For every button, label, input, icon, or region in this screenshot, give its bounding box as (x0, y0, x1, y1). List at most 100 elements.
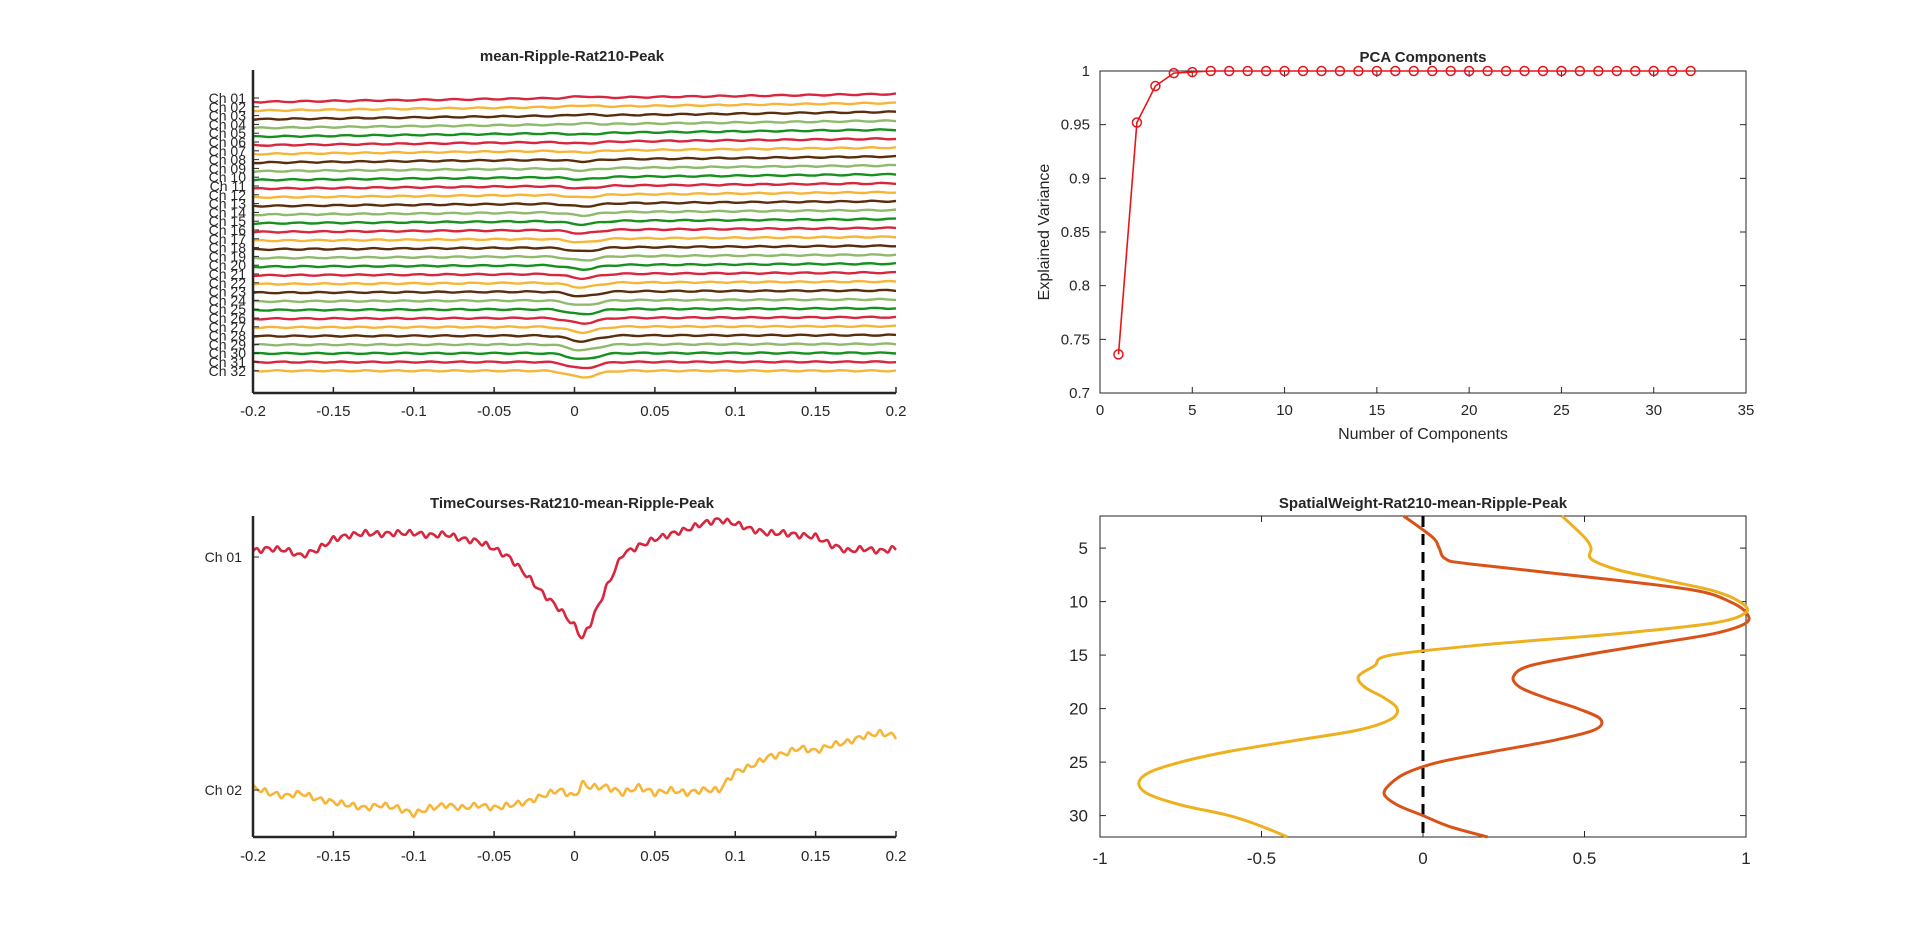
pca-x-tick-label: 20 (1461, 402, 1478, 419)
pca-title: PCA Components (1360, 49, 1487, 66)
channel-label: Ch 22 (209, 275, 247, 291)
pca-x-tick-label: 15 (1369, 402, 1386, 419)
channel-trace (252, 199, 897, 208)
channel-trace (252, 110, 897, 122)
spatial-weight-line (1382, 514, 1751, 839)
channel-label: Ch 01 (209, 90, 247, 106)
pca-marker (1408, 65, 1420, 77)
channel-trace (252, 217, 897, 227)
pca-y-tick-label: 0.85 (1061, 224, 1090, 241)
pca-y-tick-label: 1 (1082, 63, 1090, 80)
pca-series (1113, 65, 1696, 360)
pca-marker (1150, 80, 1161, 92)
channel-label: Ch 06 (209, 134, 247, 150)
pca-marker (1316, 65, 1327, 77)
pca-x-tick-label: 5 (1188, 402, 1196, 419)
channel-label: Ch 17 (209, 231, 247, 247)
channel-trace (252, 137, 897, 147)
channel-label: Ch 32 (209, 363, 247, 379)
pca-marker (1445, 65, 1456, 77)
pca-x-tick-label: 30 (1645, 402, 1662, 419)
spatial-y-tick-label: 30 (1069, 807, 1088, 826)
pca-y-tick-label: 0.9 (1069, 170, 1090, 187)
channel-label: Ch 12 (209, 187, 247, 203)
x-tick-label: -0.05 (477, 403, 511, 420)
pca-y-tick-label: 0.8 (1069, 278, 1090, 295)
channel-trace (252, 315, 897, 325)
pca-marker (1205, 65, 1216, 77)
channel-label: Ch 05 (209, 125, 247, 141)
pca-marker (1685, 65, 1696, 77)
panel-pca: PCA Components Number of Components Expl… (1036, 49, 1754, 443)
pca-y-tick-label: 0.95 (1061, 117, 1090, 134)
channel-label: Ch 29 (209, 336, 247, 352)
timecourse-x-tick-label: -0.1 (401, 848, 427, 865)
channel-label: Ch 07 (209, 143, 247, 159)
channel-trace (252, 119, 897, 130)
channel-label: Ch 20 (209, 257, 247, 273)
channel-trace (252, 288, 897, 298)
channel-trace (252, 368, 897, 379)
channel-trace (252, 244, 897, 253)
channel-label: Ch 15 (209, 213, 247, 229)
pca-marker (1482, 65, 1493, 77)
spatial-x-tick-label: -1 (1092, 849, 1107, 868)
pca-marker (1187, 66, 1198, 78)
pca-marker (1390, 65, 1401, 77)
timecourse-x-tick-label: 0 (570, 848, 578, 865)
timecourse-x-tick-labels: -0.2 -0.15 -0.1 -0.05 0 0.05 0.1 0.15 0.2 (240, 831, 906, 865)
timecourse-traces (252, 517, 898, 819)
pca-marker (1556, 65, 1567, 77)
pca-marker (1666, 65, 1678, 77)
channel-label: Ch 02 (209, 99, 247, 115)
pca-ticks: 0 5 10 15 20 25 30 35 0.7 0.75 0.8 0.85 0.9 0.95 1 (1061, 63, 1755, 419)
x-tick-label: -0.15 (316, 403, 350, 420)
channel-trace (252, 172, 897, 182)
spatial-weight-line (1137, 514, 1750, 839)
spatial-x-tick-label: 0.5 (1573, 849, 1597, 868)
channel-label: Ch 11 (210, 178, 247, 194)
pca-marker (1500, 65, 1512, 77)
pca-marker (1426, 65, 1438, 77)
x-tick-label: 0 (570, 403, 578, 420)
pca-x-tick-label: 25 (1553, 402, 1570, 419)
pca-y-tick-label: 0.7 (1069, 385, 1090, 402)
panel-spatial-weight: SpatialWeight-Rat210-mean-Ripple-Peak -1… (1069, 495, 1751, 868)
channel-label: Ch 13 (209, 196, 247, 212)
channel-label: Ch 18 (209, 240, 247, 256)
x-tick-label: 0.1 (725, 403, 746, 420)
panel-mean-ripple-title: mean-Ripple-Rat210-Peak (480, 48, 665, 65)
spatial-y-tick-label: 5 (1079, 539, 1088, 558)
channel-label: Ch 27 (209, 319, 247, 335)
pca-line (1117, 70, 1691, 355)
timecourse-line (252, 728, 898, 819)
pca-marker (1371, 65, 1383, 77)
channel-trace (252, 145, 897, 156)
pca-x-tick-label: 10 (1276, 402, 1293, 419)
timecourse-channel-label: Ch 02 (205, 782, 243, 798)
pca-marker (1334, 65, 1346, 77)
channel-label: Ch 30 (209, 345, 247, 361)
channel-label: Ch 23 (209, 284, 247, 300)
channel-trace (252, 351, 897, 360)
timecourses-title: TimeCourses-Rat210-mean-Ripple-Peak (430, 495, 715, 512)
pca-marker (1519, 65, 1530, 77)
channel-label: Ch 03 (209, 108, 247, 124)
pca-marker (1593, 65, 1604, 77)
pca-marker (1113, 349, 1124, 360)
pca-marker (1463, 65, 1475, 77)
pca-marker (1574, 65, 1586, 77)
channel-trace (252, 208, 897, 218)
channel-trace (252, 261, 897, 271)
pca-marker (1353, 65, 1364, 77)
pca-marker (1537, 65, 1549, 77)
spatial-y-tick-label: 15 (1069, 646, 1088, 665)
timecourse-channel-label: Ch 01 (205, 549, 243, 565)
channel-label: Ch 19 (209, 248, 247, 264)
channel-trace (252, 101, 897, 113)
x-tick-label: 0.2 (886, 403, 907, 420)
spatial-y-tick-label: 20 (1069, 700, 1088, 719)
